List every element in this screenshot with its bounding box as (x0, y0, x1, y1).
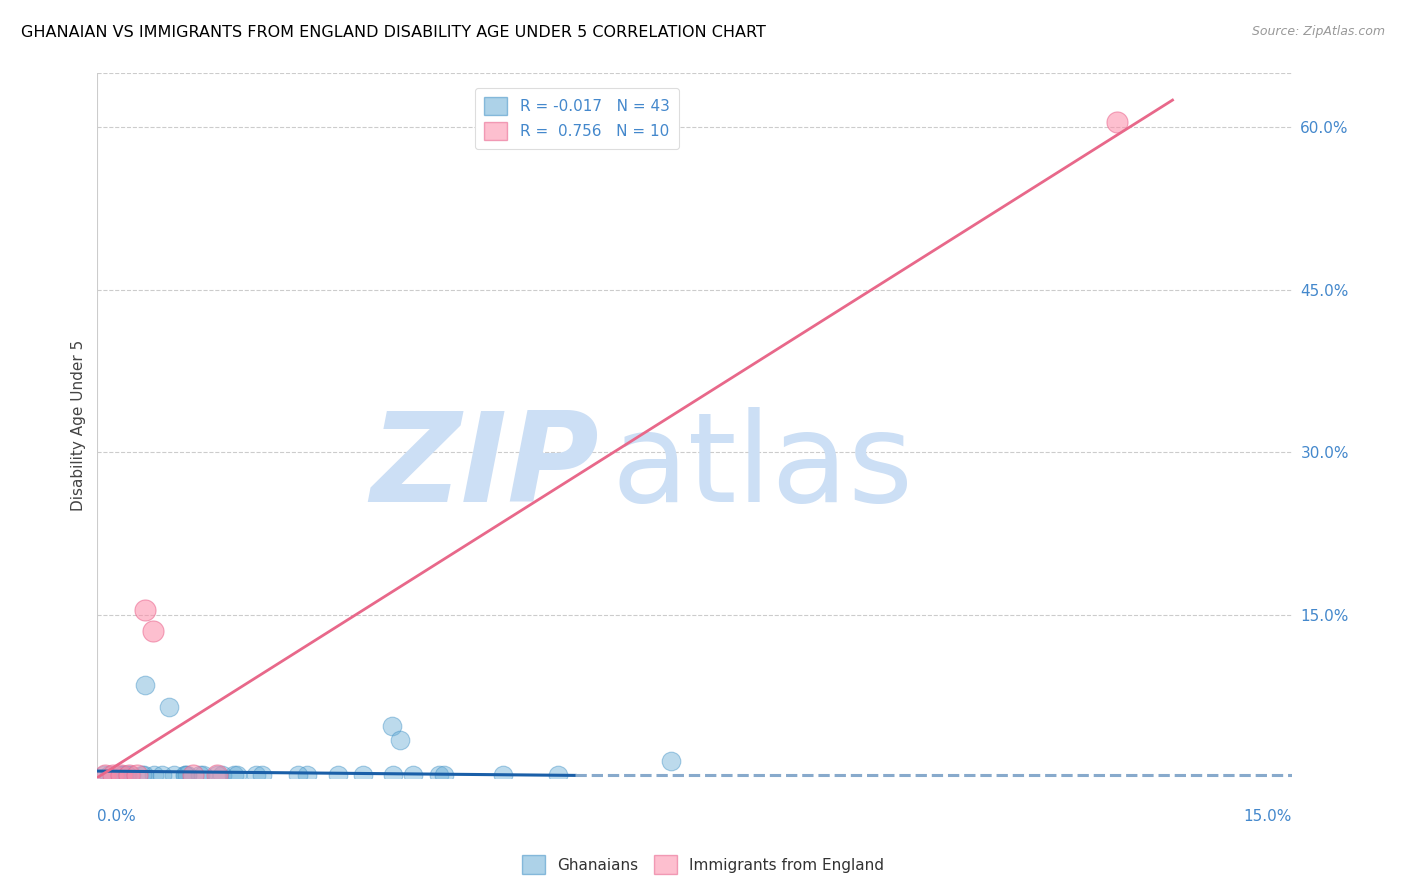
Legend: R = -0.017   N = 43, R =  0.756   N = 10: R = -0.017 N = 43, R = 0.756 N = 10 (475, 87, 679, 149)
Point (659, 754, 682, 768)
Point (225, 768, 247, 782)
Point (207, 768, 229, 782)
Point (142, 624, 165, 639)
Point (252, 768, 274, 782)
Point (211, 768, 233, 782)
Point (112, 768, 135, 782)
Point (328, 768, 350, 782)
Point (150, 768, 173, 782)
Text: 15.0%: 15.0% (1244, 809, 1292, 824)
Point (173, 768, 195, 782)
Point (98, 768, 121, 782)
Point (433, 768, 456, 782)
Point (174, 768, 197, 782)
Point (115, 768, 138, 782)
Point (382, 768, 405, 782)
Point (492, 768, 515, 782)
Point (176, 768, 198, 782)
Legend: Ghanaians, Immigrants from England: Ghanaians, Immigrants from England (516, 849, 890, 880)
Point (388, 732, 411, 747)
Point (142, 768, 165, 782)
Point (287, 768, 309, 782)
Point (134, 602, 156, 616)
Text: Source: ZipAtlas.com: Source: ZipAtlas.com (1251, 25, 1385, 38)
Point (1105, 115, 1128, 129)
Point (110, 768, 132, 782)
Point (188, 768, 211, 782)
Point (93, 768, 115, 782)
Point (115, 768, 138, 782)
Point (94, 768, 117, 782)
Text: ZIP: ZIP (370, 407, 599, 528)
Point (103, 768, 125, 782)
Point (118, 768, 141, 782)
Point (181, 768, 204, 782)
Text: atlas: atlas (612, 407, 912, 528)
Point (297, 768, 319, 782)
Point (157, 700, 180, 714)
Point (245, 768, 267, 782)
Point (193, 768, 215, 782)
Point (205, 768, 228, 782)
Text: 0.0%: 0.0% (97, 809, 136, 824)
Point (352, 768, 374, 782)
Point (134, 678, 156, 692)
Point (381, 718, 404, 732)
Point (547, 768, 569, 782)
Point (402, 768, 425, 782)
Point (222, 768, 245, 782)
Text: GHANAIAN VS IMMIGRANTS FROM ENGLAND DISABILITY AGE UNDER 5 CORRELATION CHART: GHANAIAN VS IMMIGRANTS FROM ENGLAND DISA… (21, 25, 766, 40)
Point (127, 768, 149, 782)
Point (132, 768, 155, 782)
Point (163, 768, 186, 782)
Point (112, 768, 135, 782)
Point (120, 768, 142, 782)
Point (131, 768, 153, 782)
Y-axis label: Disability Age Under 5: Disability Age Under 5 (72, 340, 86, 511)
Point (110, 768, 132, 782)
Point (427, 768, 450, 782)
